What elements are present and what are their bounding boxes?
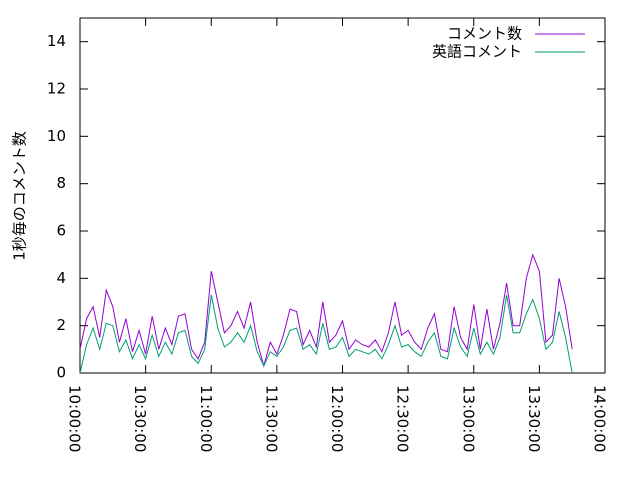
x-tick-label: 12:00:00 bbox=[328, 385, 346, 452]
x-tick-label: 12:30:00 bbox=[394, 385, 412, 452]
x-tick-label: 10:00:00 bbox=[66, 385, 84, 452]
y-axis-label: 1秒毎のコメント数 bbox=[11, 131, 29, 261]
x-tick-label: 10:30:00 bbox=[131, 385, 149, 452]
y-tick-label: 0 bbox=[56, 364, 66, 382]
y-tick-label: 6 bbox=[56, 222, 66, 240]
legend-label: コメント数 bbox=[447, 25, 522, 43]
y-tick-label: 4 bbox=[56, 269, 66, 287]
x-tick-label: 11:30:00 bbox=[262, 385, 280, 452]
y-tick-label: 2 bbox=[56, 316, 66, 334]
y-tick-label: 14 bbox=[47, 32, 66, 50]
y-tick-label: 12 bbox=[47, 80, 66, 98]
x-tick-label: 13:30:00 bbox=[525, 385, 543, 452]
y-tick-label: 10 bbox=[47, 127, 66, 145]
legend-label: 英語コメント bbox=[432, 43, 522, 61]
series-line bbox=[79, 294, 573, 374]
x-tick-label: 13:00:00 bbox=[459, 385, 477, 452]
x-tick-label: 11:00:00 bbox=[197, 385, 215, 452]
series-line bbox=[79, 253, 573, 368]
y-tick-label: 8 bbox=[56, 174, 66, 192]
x-tick-label: 14:00:00 bbox=[591, 385, 609, 452]
